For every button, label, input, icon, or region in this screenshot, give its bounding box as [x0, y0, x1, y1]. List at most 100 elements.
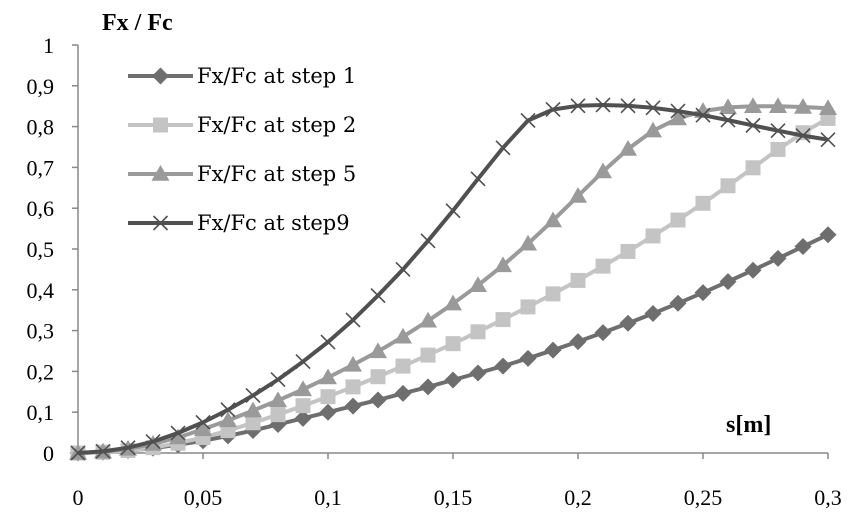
legend-label: Fx/Fc at step 2: [197, 113, 356, 137]
data-point: [220, 402, 236, 418]
legend-entry: Fx/Fc at step 1: [128, 64, 356, 88]
data-point: [294, 380, 312, 397]
data-point: [819, 226, 837, 244]
data-point: [270, 371, 286, 388]
data-point: [445, 203, 461, 219]
legend: Fx/Fc at step 1 Fx/Fc at step 2 Fx/Fc at s…: [128, 64, 356, 235]
series-line: [77, 103, 829, 455]
data-point: [444, 294, 462, 311]
y-tick-label: 0,2: [27, 359, 55, 384]
data-point: [494, 357, 512, 375]
legend-swatch-marker: [152, 215, 169, 231]
data-point: [395, 261, 411, 277]
data-point: [670, 103, 686, 119]
legend-swatch-marker: [153, 117, 168, 133]
data-point: [520, 112, 536, 129]
data-point: [194, 420, 212, 437]
y-tick-label: 0,9: [27, 74, 55, 99]
data-point: [419, 311, 437, 328]
data-point: [370, 287, 386, 304]
data-point: [469, 364, 487, 382]
legend-label: Fx/Fc at step9: [197, 211, 350, 235]
data-point: [819, 99, 837, 115]
data-point: [219, 411, 237, 428]
data-point: [694, 284, 712, 302]
data-point: [795, 128, 811, 144]
data-point: [645, 100, 661, 116]
data-point: [495, 312, 511, 328]
data-point: [794, 238, 812, 256]
y-tick-label: 0,1: [27, 400, 55, 425]
data-point: [95, 443, 111, 459]
y-tick-label: 0,8: [27, 115, 55, 140]
x-tick-label: 0,3: [814, 485, 842, 510]
series-layer: [69, 97, 837, 462]
data-point: [695, 107, 711, 123]
legend-label: Fx/Fc at step 1: [197, 64, 356, 88]
data-point: [495, 140, 511, 156]
data-point: [569, 186, 587, 203]
data-point: [594, 324, 612, 342]
data-point: [245, 387, 261, 404]
y-tick-label: 0,5: [27, 237, 55, 262]
data-point: [569, 333, 587, 351]
data-point: [270, 407, 286, 423]
data-point: [295, 398, 311, 414]
y-tick-label: 0: [43, 441, 54, 466]
y-tick-label: 0,6: [27, 196, 55, 221]
legend-swatch-marker: [152, 67, 169, 85]
data-point: [70, 445, 86, 461]
data-point: [120, 440, 136, 456]
x-tick-label: 0,05: [184, 485, 223, 510]
data-point: [369, 391, 387, 409]
data-point: [669, 294, 687, 312]
data-point: [319, 403, 337, 421]
data-point: [394, 327, 412, 344]
data-point: [745, 160, 761, 176]
data-point: [544, 211, 562, 228]
data-point: [769, 249, 787, 267]
data-point: [745, 117, 761, 133]
legend-label: Fx/Fc at step 5: [197, 162, 356, 186]
data-point: [195, 414, 211, 430]
data-point: [344, 397, 362, 415]
data-point: [670, 212, 686, 228]
data-point: [594, 162, 612, 179]
series-line: [77, 104, 829, 455]
x-tick-label: 0,2: [564, 485, 592, 510]
data-point: [719, 98, 737, 115]
y-tick-label: 0,4: [27, 278, 55, 303]
x-tick-labels: 0 0,05 0,1 0,15 0,2 0,25 0,3: [73, 453, 842, 510]
data-point: [344, 355, 362, 372]
series-fx-fc-at-step-5: [69, 97, 837, 460]
data-point: [394, 384, 412, 402]
data-point: [570, 272, 586, 288]
data-point: [770, 141, 786, 157]
data-point: [369, 342, 387, 359]
data-point: [444, 371, 462, 389]
data-point: [644, 121, 662, 138]
data-point: [820, 132, 836, 148]
data-point: [370, 369, 386, 385]
data-point: [294, 409, 312, 427]
y-tick-labels: 0 0,1 0,2 0,3 0,4 0,5 0,6 0,7 0,8 0,9 1: [27, 33, 78, 466]
data-point: [520, 299, 536, 315]
x-tick-label: 0,25: [684, 485, 723, 510]
data-point: [519, 349, 537, 367]
data-point: [320, 334, 336, 350]
x-tick-label: 0,1: [314, 485, 342, 510]
data-point: [620, 98, 636, 114]
legend-entry: Fx/Fc at step 5: [128, 162, 356, 186]
data-point: [570, 98, 586, 114]
data-point: [720, 178, 736, 194]
data-point: [645, 228, 661, 244]
data-point: [619, 314, 637, 332]
legend-swatch-marker: [151, 165, 170, 181]
x-tick-label: 0: [73, 485, 84, 510]
data-point: [170, 425, 186, 441]
data-point: [644, 304, 662, 322]
data-point: [245, 415, 261, 431]
y-tick-label: 0,3: [27, 319, 55, 344]
data-point: [744, 261, 762, 279]
